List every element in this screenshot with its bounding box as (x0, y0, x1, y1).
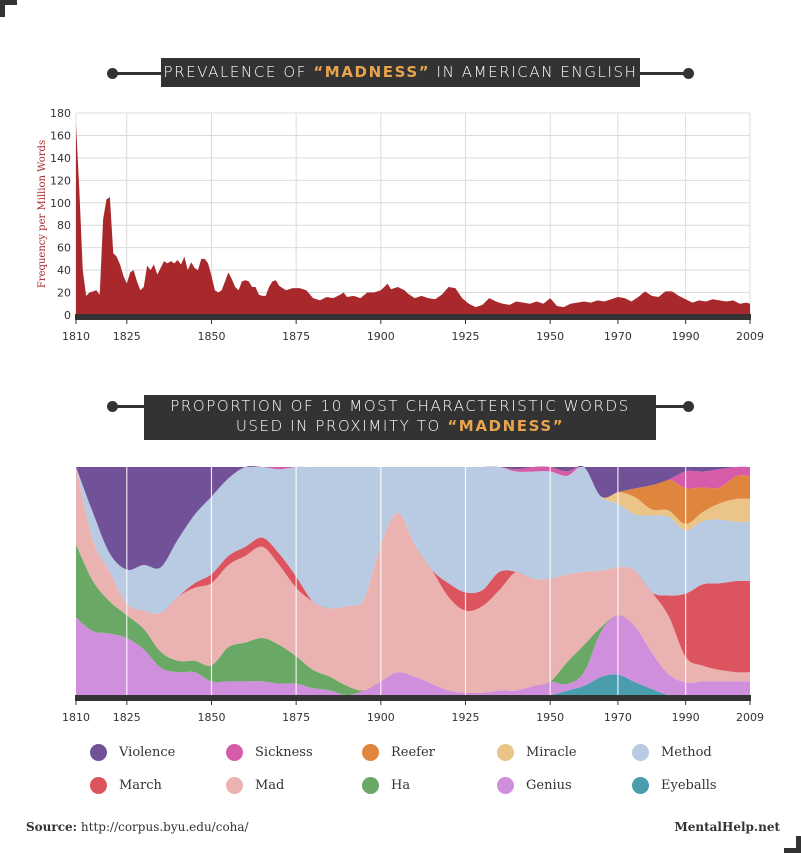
chart-title-prevalence: PREVALENCE OF “MADNESS” IN AMERICAN ENGL… (161, 58, 640, 87)
legend-item-genius: Genius (497, 777, 572, 794)
legend-item-mad: Mad (226, 777, 284, 794)
legend-label: Genius (526, 778, 572, 793)
area-eyeballs (76, 674, 750, 696)
y-tick-label: 80 (57, 219, 71, 232)
y-tick-label: 100 (50, 197, 71, 210)
x-tick-label: 1990 (672, 330, 700, 343)
legend-label: Violence (119, 745, 176, 760)
title1-prefix: PREVALENCE OF (163, 63, 314, 81)
corner-mark-top-left-v (0, 0, 5, 17)
x-tick-label: 1875 (282, 711, 310, 724)
legend-item-method: Method (632, 744, 712, 761)
banner2-dot-right (683, 401, 694, 412)
x-axis-bar (75, 314, 751, 320)
legend-item-miracle: Miracle (497, 744, 577, 761)
legend-label: Eyeballs (661, 778, 717, 793)
legend-item-violence: Violence (90, 744, 175, 761)
title1-highlight: “MADNESS” (313, 63, 431, 81)
corner-mark-top-left-h (0, 0, 17, 5)
x-tick-label: 1875 (282, 330, 310, 343)
x-tick-label: 1850 (197, 330, 225, 343)
chart-title-proportion: PROPORTION OF 10 MOST CHARACTERISTIC WOR… (144, 395, 656, 440)
legend-swatch (90, 744, 107, 761)
legend-label: Ha (391, 778, 411, 793)
legend-label: Miracle (526, 745, 577, 760)
x-tick-label: 1990 (672, 711, 700, 724)
frequency-area-chart: 0 20 40 60 80 100 120 140 160 180 1810 1825 1850 1875… (37, 107, 764, 343)
x-axis-bar (75, 695, 751, 701)
y-tick-label: 120 (50, 174, 71, 187)
x-tick-label: 1825 (113, 711, 141, 724)
x-tick-label: 1850 (197, 711, 225, 724)
legend-item-march: March (90, 777, 162, 794)
x-tick-label: 1970 (604, 330, 632, 343)
x-tick-label: 1810 (62, 330, 90, 343)
area-ha (76, 544, 750, 695)
x-tick-label: 1950 (536, 330, 564, 343)
area-mad (76, 467, 750, 694)
x-tick-label: 1900 (367, 711, 395, 724)
y-tick-label: 60 (57, 242, 71, 255)
legend-swatch (497, 777, 514, 794)
banner-dot-right (683, 68, 694, 79)
source-url[interactable]: http://corpus.byu.edu/coha/ (80, 820, 249, 834)
y-tick-label: 40 (57, 264, 71, 277)
title1-suffix: IN AMERICAN ENGLISH (430, 63, 638, 81)
title2-highlight: “MADNESS” (447, 417, 565, 435)
y-axis-label: Frequency per Million Words (37, 140, 48, 288)
y-tick-label: 140 (50, 152, 71, 165)
legend-swatch (362, 744, 379, 761)
legend-item-eyeballs: Eyeballs (632, 777, 717, 794)
x-tick-label: 1925 (451, 330, 479, 343)
x-tick-label: 2009 (736, 711, 764, 724)
legend-item-reefer: Reefer (362, 744, 435, 761)
legend-label: Method (661, 745, 712, 760)
y-tick-label: 180 (50, 107, 71, 120)
area-method (76, 466, 750, 614)
corner-mark-bottom-right-h (784, 848, 801, 853)
x-tick-label: 1900 (367, 330, 395, 343)
legend-swatch (632, 744, 649, 761)
legend-item-sickness: Sickness (226, 744, 313, 761)
legend-swatch (90, 777, 107, 794)
legend-label: Sickness (255, 745, 313, 760)
frequency-series (76, 124, 750, 315)
legend-swatch (497, 744, 514, 761)
brand: MentalHelp.net (674, 820, 780, 834)
source-note: Source: http://corpus.byu.edu/coha/ (26, 820, 249, 834)
x-tick-label: 1825 (113, 330, 141, 343)
legend-item-ha: Ha (362, 777, 410, 794)
legend-swatch (632, 777, 649, 794)
title2-prefix: USED IN PROXIMITY TO (235, 417, 448, 435)
corner-mark-bottom-right-v (796, 836, 801, 853)
area-violence (76, 465, 750, 570)
x-tick-label: 1970 (604, 711, 632, 724)
area-genius (76, 615, 750, 696)
x-tick-label: 1950 (536, 711, 564, 724)
source-label: Source: (26, 820, 78, 834)
brand-name[interactable]: MentalHelp.net (674, 820, 780, 834)
x-tick-label: 1925 (451, 711, 479, 724)
y-tick-label: 0 (64, 309, 71, 322)
legend-label: March (119, 778, 162, 793)
legend-swatch (226, 744, 243, 761)
title2-line1: PROPORTION OF 10 MOST CHARACTERISTIC WOR… (170, 397, 630, 415)
legend-label: Mad (255, 778, 285, 793)
y-tick-label: 160 (50, 129, 71, 142)
legend-swatch (226, 777, 243, 794)
x-tick-label: 2009 (736, 330, 764, 343)
x-tick-label: 1810 (62, 711, 90, 724)
legend-swatch (362, 777, 379, 794)
legend-label: Reefer (391, 745, 435, 760)
y-tick-label: 20 (57, 287, 71, 300)
area-sickness (76, 465, 750, 570)
